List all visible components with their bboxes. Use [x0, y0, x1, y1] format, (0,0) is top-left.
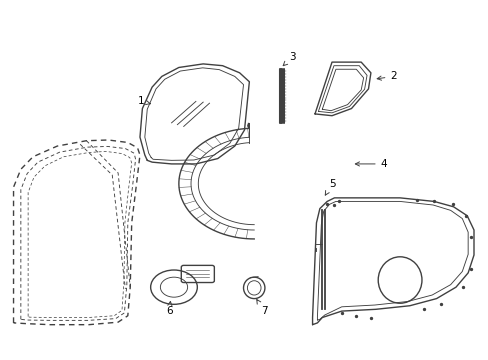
Text: 7: 7 — [256, 300, 267, 316]
Text: 4: 4 — [355, 159, 386, 169]
Text: 2: 2 — [376, 71, 396, 81]
Text: 3: 3 — [283, 52, 295, 66]
Text: 5: 5 — [325, 179, 335, 195]
Text: 6: 6 — [165, 301, 172, 316]
Text: 1: 1 — [138, 96, 150, 107]
